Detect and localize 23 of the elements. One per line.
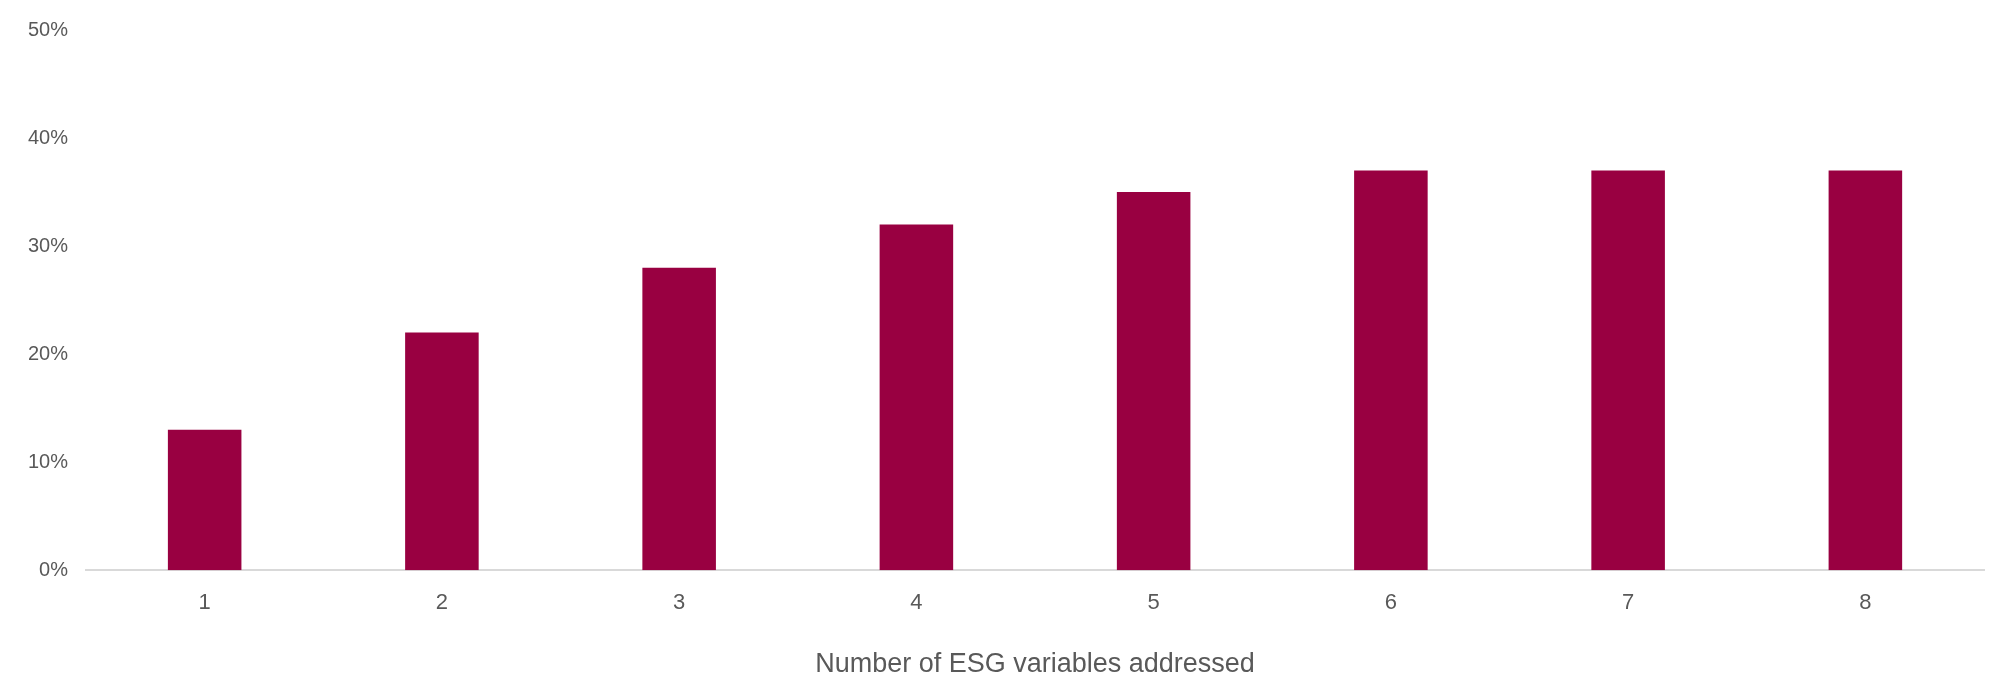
bar: [1828, 170, 1903, 571]
bar: [405, 332, 479, 571]
bar: [879, 224, 954, 571]
bar: [1116, 192, 1191, 571]
x-tick-label: 5: [1147, 589, 1160, 615]
x-tick-label: 6: [1384, 589, 1398, 615]
x-tick-label: 3: [673, 589, 686, 615]
x-axis-title: Number of ESG variables addressed: [815, 648, 1255, 679]
y-tick-label: 20%: [28, 341, 69, 364]
bar: [1591, 170, 1665, 571]
x-tick-label: 2: [435, 589, 449, 615]
bar: [1354, 170, 1428, 571]
y-tick-label: 10%: [28, 449, 69, 472]
bar: [167, 429, 242, 571]
bar: [642, 267, 716, 571]
x-tick-label: 1: [198, 589, 211, 615]
x-tick-label: 8: [1859, 589, 1872, 615]
y-tick-label: 0%: [39, 557, 69, 580]
x-tick-label: 4: [910, 589, 923, 615]
y-tick-label: 40%: [28, 125, 69, 148]
y-tick-label: 30%: [28, 233, 69, 256]
y-tick-label: 50%: [28, 17, 69, 40]
x-tick-label: 7: [1622, 589, 1635, 615]
